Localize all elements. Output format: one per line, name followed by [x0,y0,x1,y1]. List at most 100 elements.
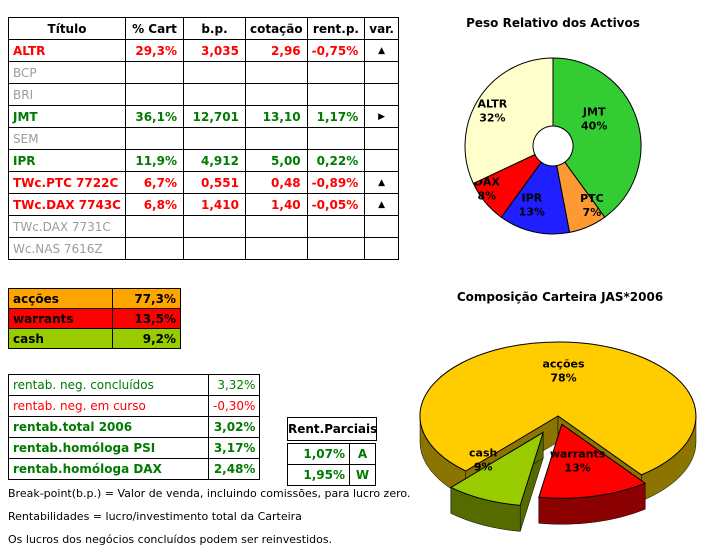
cell-bp[interactable] [182,61,246,84]
cell-var[interactable]: ▲ [364,193,399,216]
performance-value[interactable]: 3,17% [207,437,261,459]
cell-quote[interactable] [244,83,308,106]
performance-value[interactable]: -0,30% [207,395,261,417]
cell-quote[interactable] [244,127,308,150]
cell-rent[interactable] [306,127,366,150]
cell-rent[interactable]: -0,89% [306,171,366,194]
cell-title[interactable]: BCP [8,61,126,84]
column-header-cart[interactable]: % Cart [124,17,184,40]
pie3d-slice-cash[interactable]: cash 9% [449,431,545,532]
column-header-rent-p[interactable]: rent.p. [306,17,366,40]
allocation-label[interactable]: cash [8,328,113,349]
cell-quote[interactable] [244,61,308,84]
cell-title[interactable]: Wc.NAS 7616Z [8,237,126,260]
cell-title[interactable]: BRI [8,83,126,106]
cell-bp[interactable] [182,127,246,150]
cell-bp[interactable] [182,83,246,106]
cell-pct[interactable] [124,215,184,238]
column-header-titulo[interactable]: Título [8,17,126,40]
performance-label[interactable]: rentab. neg. concluídos [8,374,209,396]
cell-rent[interactable] [306,215,366,238]
cell-pct[interactable]: 36,1% [124,105,184,128]
cell-title[interactable]: JMT [8,105,126,128]
cell-var[interactable] [364,215,399,238]
performance-label[interactable]: rentab. neg. em curso [8,395,209,417]
rent-parciais-value[interactable]: 1,95% [287,464,350,486]
cell-var[interactable]: ▶ [364,105,399,128]
cell-bp[interactable]: 3,035 [182,39,246,62]
cell-bp[interactable] [182,215,246,238]
cell-rent[interactable] [306,83,366,106]
cell-var[interactable] [364,149,399,172]
allocation-label[interactable]: acções [8,288,113,309]
cell-rent[interactable] [306,61,366,84]
composition-pie-svg[interactable]: acções 78% warrants 13% cash 9% [398,312,722,550]
cell-title[interactable]: SEM [8,127,126,150]
cell-quote[interactable] [244,215,308,238]
assets-pie-svg[interactable]: JMT 40%PTC 7%IPR 13%DAX 8%ALTR 32% [408,44,714,256]
allocation-value[interactable]: 13,5% [112,308,181,329]
cell-rent[interactable]: 1,17% [306,105,366,128]
cell-bp[interactable] [182,237,246,260]
column-header-var[interactable]: var. [364,17,399,40]
cell-pct[interactable]: 29,3% [124,39,184,62]
cell-pct[interactable] [124,83,184,106]
cell-var[interactable]: ▲ [364,171,399,194]
cell-title[interactable]: TWc.DAX 7743C [8,193,126,216]
donut-slice-altr[interactable] [464,57,554,185]
cell-rent[interactable] [306,237,366,260]
cell-bp[interactable]: 1,410 [182,193,246,216]
cell-rent[interactable]: 0,22% [306,149,366,172]
performance-value[interactable]: 2,48% [207,458,261,480]
performance-row-rentab-neg-concluidos: rentab. neg. concluídos 3,32% [8,374,261,396]
cell-pct[interactable] [124,61,184,84]
rent-parciais-tag[interactable]: W [349,464,376,486]
rent-parciais-value[interactable]: 1,07% [287,443,350,465]
performance-value[interactable]: 3,32% [207,374,261,396]
cell-var[interactable] [364,127,399,150]
cell-var[interactable]: ▲ [364,39,399,62]
cell-pct[interactable]: 6,8% [124,193,184,216]
cell-title[interactable]: ALTR [8,39,126,62]
pie3d-slice-warrants[interactable]: warrants 13% [538,423,647,525]
cell-var[interactable] [364,83,399,106]
performance-label[interactable]: rentab.homóloga PSI [8,437,209,459]
donut-label-altr: ALTR 32% [478,98,508,125]
positions-table: Título% Cart b.p. cotação rent.p. var. ALTR 2… [8,17,399,260]
donut-slice-jmt[interactable] [552,57,642,218]
cell-bp[interactable]: 0,551 [182,171,246,194]
performance-row-rentab-homologa-dax: rentab.homóloga DAX 2,48% [8,458,261,480]
column-header-cotacao[interactable]: cotação [244,17,308,40]
cell-quote[interactable]: 0,48 [244,171,308,194]
allocation-value[interactable]: 77,3% [112,288,181,309]
positions-table-body: ALTR 29,3% 3,035 2,96 -0,75% ▲ BCP BRI JMT 36,1% 1… [8,39,399,260]
cell-pct[interactable]: 6,7% [124,171,184,194]
cell-quote[interactable]: 2,96 [244,39,308,62]
allocation-label[interactable]: warrants [8,308,113,329]
cell-quote[interactable]: 13,10 [244,105,308,128]
cell-pct[interactable] [124,237,184,260]
cell-bp[interactable]: 4,912 [182,149,246,172]
cell-title[interactable]: IPR [8,149,126,172]
column-header-b-p[interactable]: b.p. [182,17,246,40]
cell-quote[interactable] [244,237,308,260]
performance-value[interactable]: 3,02% [207,416,261,438]
cell-pct[interactable] [124,127,184,150]
cell-title[interactable]: TWc.DAX 7731C [8,215,126,238]
composition-chart-title: Composição Carteira JAS*2006 [456,290,664,304]
performance-label[interactable]: rentab.homóloga DAX [8,458,209,480]
cell-bp[interactable]: 12,701 [182,105,246,128]
cell-var[interactable] [364,61,399,84]
cell-title[interactable]: TWc.PTC 7722C [8,171,126,194]
cell-rent[interactable]: -0,05% [306,193,366,216]
position-row-altr: ALTR 29,3% 3,035 2,96 -0,75% ▲ [8,39,399,62]
cell-rent[interactable]: -0,75% [306,39,366,62]
cell-quote[interactable]: 1,40 [244,193,308,216]
cell-quote[interactable]: 5,00 [244,149,308,172]
cell-pct[interactable]: 11,9% [124,149,184,172]
cell-var[interactable] [364,237,399,260]
donut-slice-ipr[interactable] [500,161,571,235]
allocation-value[interactable]: 9,2% [112,328,181,349]
rent-parciais-tag[interactable]: A [349,443,376,465]
performance-label[interactable]: rentab.total 2006 [8,416,209,438]
